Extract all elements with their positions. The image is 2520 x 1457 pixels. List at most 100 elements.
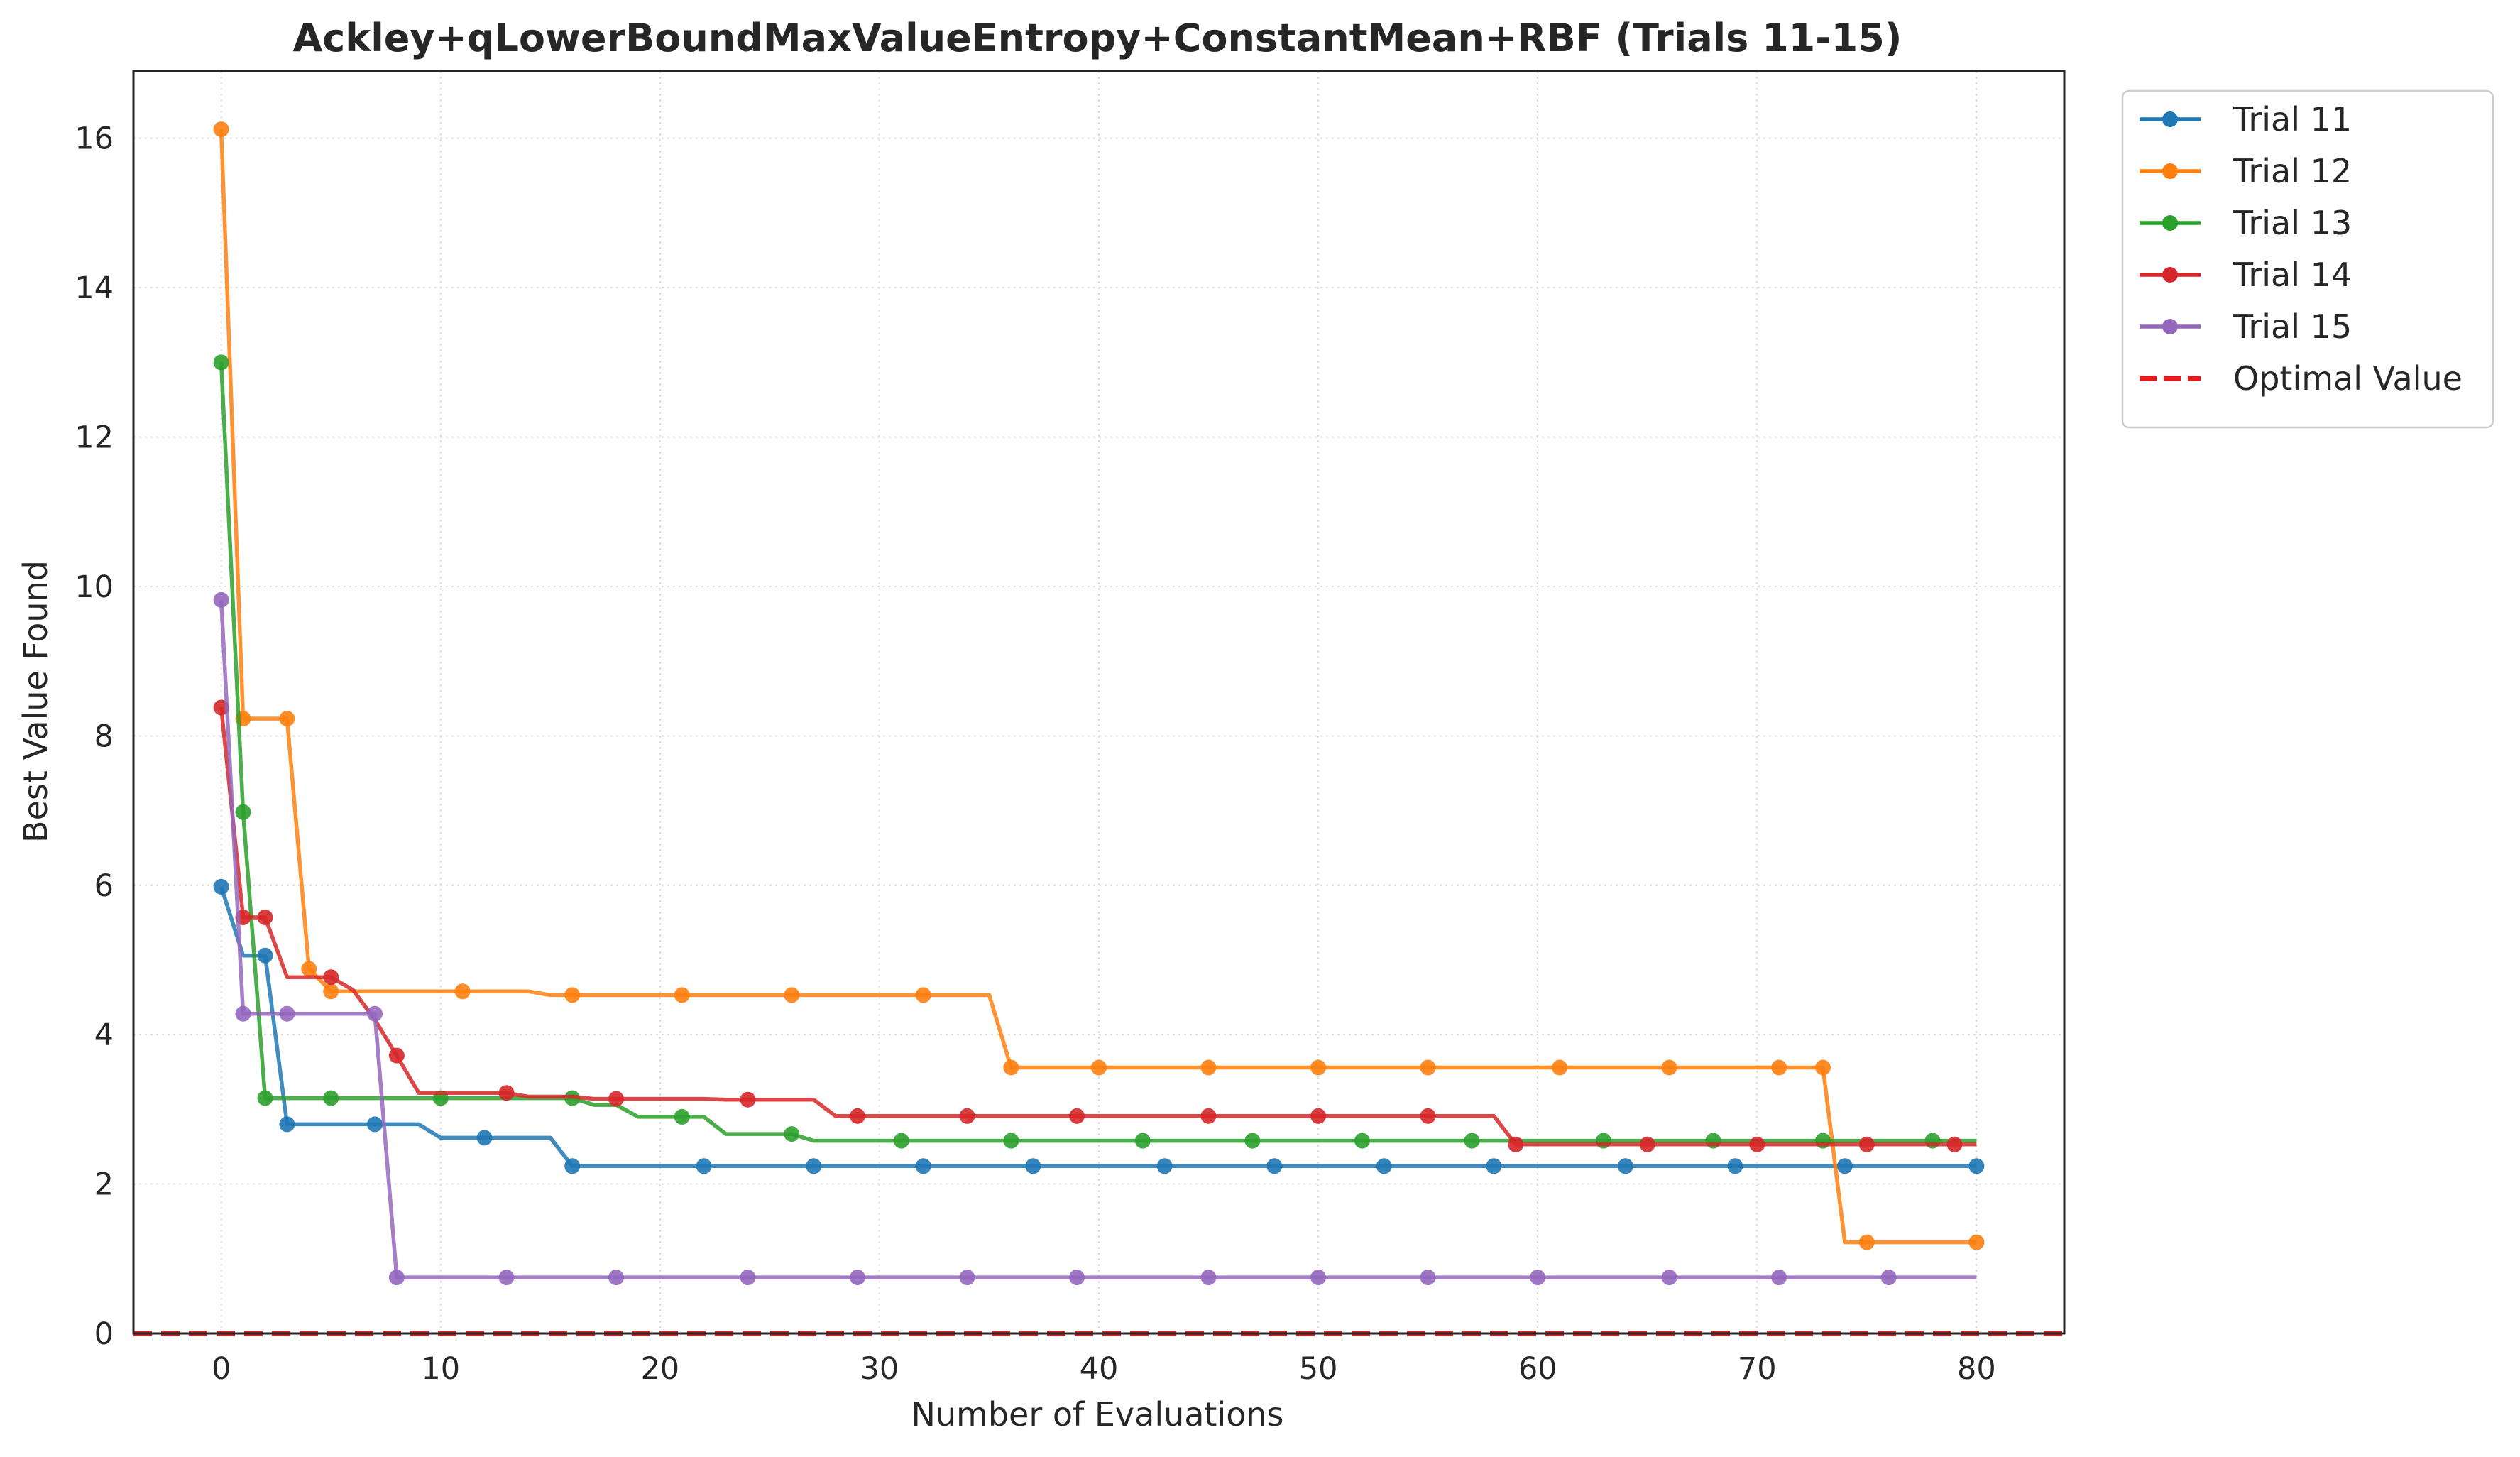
- y-tick-label: 0: [94, 1316, 114, 1352]
- legend-label: Trial 12: [2233, 152, 2352, 190]
- data-point: [1858, 1234, 1875, 1250]
- legend-label: Trial 14: [2233, 256, 2352, 294]
- data-point: [959, 1270, 975, 1286]
- y-tick-label: 8: [94, 719, 114, 754]
- data-point: [740, 1091, 756, 1108]
- data-point: [301, 961, 317, 977]
- data-point: [213, 121, 229, 138]
- series-14: [213, 699, 1977, 1152]
- legend-label: Trial 11: [2233, 100, 2352, 138]
- legend-item: Optimal Value: [2140, 359, 2463, 398]
- legend-marker: [2162, 111, 2178, 127]
- legend-label: Optimal Value: [2233, 359, 2463, 398]
- plot-frame: [132, 70, 2066, 1335]
- series-line: [219, 886, 1977, 1169]
- data-point: [1376, 1158, 1392, 1174]
- series-13: [213, 354, 1977, 1149]
- data-point: [1836, 1158, 1853, 1174]
- data-point: [257, 1090, 273, 1106]
- data-point: [806, 1158, 822, 1174]
- y-tick-label: 2: [94, 1167, 114, 1203]
- data-point: [1858, 1136, 1875, 1152]
- data-point: [1003, 1133, 1019, 1149]
- data-point: [915, 1158, 931, 1174]
- data-point: [1661, 1059, 1677, 1076]
- data-point: [1486, 1158, 1502, 1174]
- data-point: [915, 987, 931, 1003]
- data-point: [498, 1085, 515, 1101]
- data-point: [1244, 1133, 1261, 1149]
- data-point: [1661, 1270, 1677, 1286]
- data-point: [1156, 1158, 1173, 1174]
- plot-area: 0 10 20 30 40 50 60 70 80 0 2 4 6 8 10 12 14 16: [75, 70, 2066, 1387]
- data-point: [388, 1270, 405, 1286]
- series-11: [213, 878, 1985, 1174]
- data-point: [893, 1133, 909, 1149]
- series-15: [213, 591, 1977, 1286]
- data-point: [1420, 1270, 1436, 1286]
- data-point: [1727, 1158, 1743, 1174]
- y-tick-label: 14: [75, 271, 114, 306]
- data-point: [323, 1090, 339, 1106]
- data-point: [1968, 1158, 1985, 1174]
- data-point: [1420, 1059, 1436, 1076]
- data-point: [1069, 1108, 1085, 1124]
- data-point: [1003, 1059, 1019, 1076]
- data-point: [257, 947, 273, 964]
- data-point: [1946, 1136, 1963, 1152]
- data-point: [850, 1108, 865, 1124]
- data-point: [564, 987, 581, 1003]
- data-point: [959, 1108, 975, 1124]
- data-point: [1420, 1108, 1436, 1124]
- legend-item: Trial 15: [2140, 307, 2352, 346]
- data-point: [1310, 1108, 1327, 1124]
- legend: Trial 11 Trial 12 Trial 13 Trial 14 Trial 15…: [2121, 89, 2494, 429]
- data-point: [367, 1116, 383, 1133]
- data-point: [1464, 1133, 1480, 1149]
- data-point: [740, 1270, 756, 1286]
- data-point: [674, 1108, 690, 1125]
- series-line: [219, 707, 1977, 1147]
- x-tick-label: 80: [1957, 1351, 1996, 1387]
- data-point: [367, 1005, 383, 1022]
- data-point: [323, 969, 339, 986]
- legend-label: Trial 15: [2233, 307, 2352, 346]
- legend-item: Trial 13: [2140, 204, 2352, 242]
- legend-item: Trial 12: [2140, 152, 2352, 190]
- legend-label: Trial 13: [2233, 204, 2352, 242]
- data-point: [1266, 1158, 1283, 1174]
- data-point: [608, 1270, 624, 1286]
- data-point: [850, 1270, 865, 1286]
- data-point: [1639, 1136, 1655, 1152]
- x-tick-label: 50: [1299, 1351, 1338, 1387]
- data-point: [1354, 1133, 1370, 1149]
- data-point: [1200, 1270, 1217, 1286]
- y-tick-label: 10: [75, 569, 114, 605]
- data-point: [1552, 1059, 1568, 1076]
- x-tick-label: 70: [1738, 1351, 1777, 1387]
- legend-marker: [2162, 215, 2178, 231]
- data-point: [1200, 1108, 1217, 1124]
- data-point: [674, 987, 690, 1003]
- y-axis-label: Best Value Found: [16, 560, 55, 843]
- data-point: [1617, 1158, 1633, 1174]
- x-tick-label: 30: [860, 1351, 899, 1387]
- data-point: [696, 1158, 712, 1174]
- data-point: [279, 711, 295, 727]
- y-tick-label: 4: [94, 1017, 114, 1053]
- data-point: [1134, 1133, 1151, 1149]
- data-point: [1749, 1136, 1765, 1152]
- legend-marker: [2162, 267, 2178, 283]
- data-point: [608, 1091, 624, 1107]
- chart-title: Ackley+qLowerBoundMaxValueEntropy+Consta…: [293, 16, 1902, 60]
- data-point: [323, 983, 339, 1000]
- series-12: [213, 121, 1985, 1250]
- data-point: [1310, 1059, 1327, 1076]
- data-point: [279, 1005, 295, 1022]
- x-tick-label: 10: [421, 1351, 460, 1387]
- data-point: [1815, 1059, 1831, 1076]
- data-point: [213, 354, 229, 371]
- data-point: [213, 591, 229, 608]
- legend-item: Trial 14: [2140, 256, 2352, 294]
